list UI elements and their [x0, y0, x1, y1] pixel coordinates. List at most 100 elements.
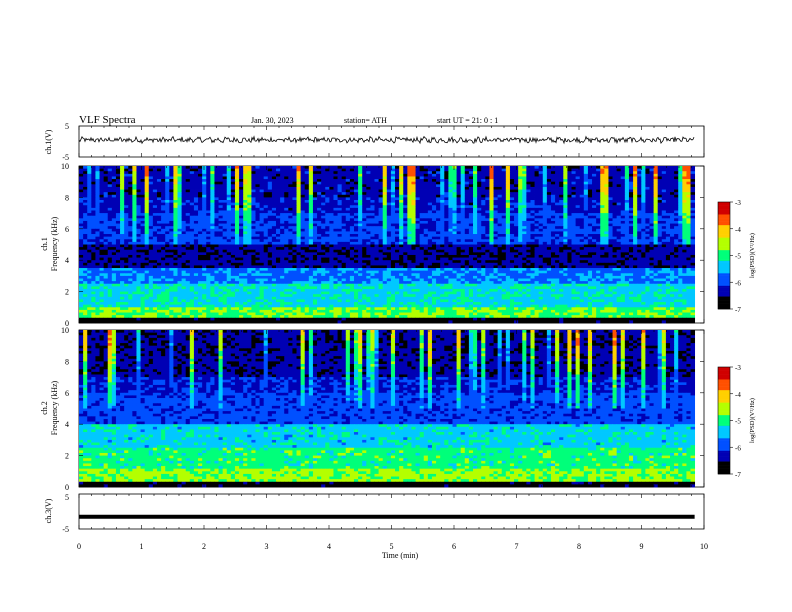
spectrogram-cell	[682, 221, 687, 224]
spectrogram-cell	[440, 234, 445, 237]
spectrogram-cell	[387, 239, 392, 242]
spectrogram-cell	[284, 213, 289, 216]
spectrogram-cell	[678, 197, 683, 200]
spectrogram-cell	[625, 242, 630, 245]
spectrogram-cell	[649, 224, 654, 227]
spectrogram-cell	[383, 174, 388, 177]
spectrogram-cell	[235, 245, 240, 248]
spectrogram-cell	[214, 179, 219, 182]
spectrogram-cell	[391, 184, 396, 187]
spectrogram-cell	[518, 224, 523, 227]
spectrogram-cell	[235, 169, 240, 172]
spectrogram-cell	[358, 203, 363, 206]
spectrogram-cell	[514, 224, 519, 227]
spectrogram-cell	[547, 210, 552, 213]
spectrogram-cell	[239, 195, 244, 198]
spectrogram-cell	[691, 218, 696, 221]
spectrogram-cell	[383, 250, 388, 253]
spectrogram-cell	[178, 205, 183, 208]
spectrogram-cell	[342, 182, 347, 185]
spectrogram-cell	[608, 169, 613, 172]
spectrogram-cell	[485, 218, 490, 221]
spectrogram-cell	[510, 205, 515, 208]
spectrogram-cell	[391, 203, 396, 206]
spectrogram-cell	[116, 176, 121, 179]
spectrogram-cell	[223, 182, 228, 185]
spectrogram-cell	[678, 182, 683, 185]
spectrogram-cell	[436, 229, 441, 232]
spectrogram-cell	[136, 184, 141, 187]
spectrogram-cell	[79, 229, 84, 232]
spectrogram-cell	[116, 171, 121, 174]
spectrogram-cell	[440, 216, 445, 219]
spectrogram-cell	[403, 213, 408, 216]
spectrogram-cell	[145, 239, 150, 242]
spectrogram-cell	[264, 250, 269, 253]
spectrogram-cell	[132, 234, 137, 237]
spectrogram-cell	[477, 226, 482, 229]
spectrogram-cell	[407, 169, 412, 172]
spectrogram-cell	[535, 242, 540, 245]
spectrogram-cell	[629, 210, 634, 213]
spectrogram-cell	[411, 231, 416, 234]
spectrogram-cell	[662, 182, 667, 185]
spectrogram-cell	[186, 190, 191, 193]
spectrogram-cell	[457, 224, 462, 227]
spectrogram-cell	[87, 226, 92, 229]
spectrogram-cell	[132, 208, 137, 211]
spectrogram-cell	[362, 216, 367, 219]
spectrogram-cell	[362, 247, 367, 250]
spectrogram-cell	[674, 242, 679, 245]
spectrogram-cell	[452, 218, 457, 221]
spectrogram-cell	[637, 237, 642, 240]
spectrogram-cell	[658, 184, 663, 187]
spectrogram-cell	[325, 176, 330, 179]
spectrogram-cell	[645, 247, 650, 250]
spectrogram-cell	[104, 203, 109, 206]
spectrogram-cell	[132, 197, 137, 200]
spectrogram-cell	[136, 176, 141, 179]
spectrogram-cell	[535, 237, 540, 240]
spectrogram-cell	[309, 179, 314, 182]
spectrogram-cell	[572, 205, 577, 208]
spectrogram-cell	[272, 250, 277, 253]
spectrogram-cell	[297, 218, 302, 221]
spectrogram-cell	[563, 216, 568, 219]
spectrogram-cell	[514, 192, 519, 195]
spectrogram-cell	[145, 195, 150, 198]
spectrogram-cell	[190, 205, 195, 208]
spectrogram-cell	[563, 242, 568, 245]
spectrogram-cell	[190, 208, 195, 211]
spectrogram-cell	[243, 184, 248, 187]
spectrogram-cell	[370, 205, 375, 208]
spectrogram-cell	[79, 187, 84, 190]
spectrogram-cell	[510, 176, 515, 179]
spectrogram-cell	[448, 182, 453, 185]
spectrogram-cell	[637, 231, 642, 234]
spectrogram-cell	[686, 190, 691, 193]
spectrogram-cell	[411, 171, 416, 174]
spectrogram-cell	[641, 200, 646, 203]
spectrogram-cell	[190, 190, 195, 193]
spectrogram-cell	[194, 190, 199, 193]
spectrogram-cell	[670, 182, 675, 185]
spectrogram-cell	[292, 250, 297, 253]
spectrogram-cell	[284, 229, 289, 232]
spectrogram-cell	[333, 169, 338, 172]
spectrogram-cell	[682, 192, 687, 195]
spectrogram-cell	[104, 169, 109, 172]
spectrogram-cell	[530, 174, 535, 177]
spectrogram-cell	[580, 229, 585, 232]
spectrogram-cell	[231, 247, 236, 250]
spectrogram-cell	[297, 169, 302, 172]
spectrogram-cell	[169, 229, 174, 232]
spectrogram-cell	[173, 221, 178, 224]
spectrogram-cell	[424, 197, 429, 200]
spectrogram-cell	[494, 218, 499, 221]
spectrogram-cell	[333, 166, 338, 169]
spectrogram-cell	[473, 234, 478, 237]
spectrogram-cell	[223, 205, 228, 208]
spectrogram-cell	[297, 245, 302, 248]
spectrogram-cell	[173, 216, 178, 219]
spectrogram-cell	[440, 205, 445, 208]
